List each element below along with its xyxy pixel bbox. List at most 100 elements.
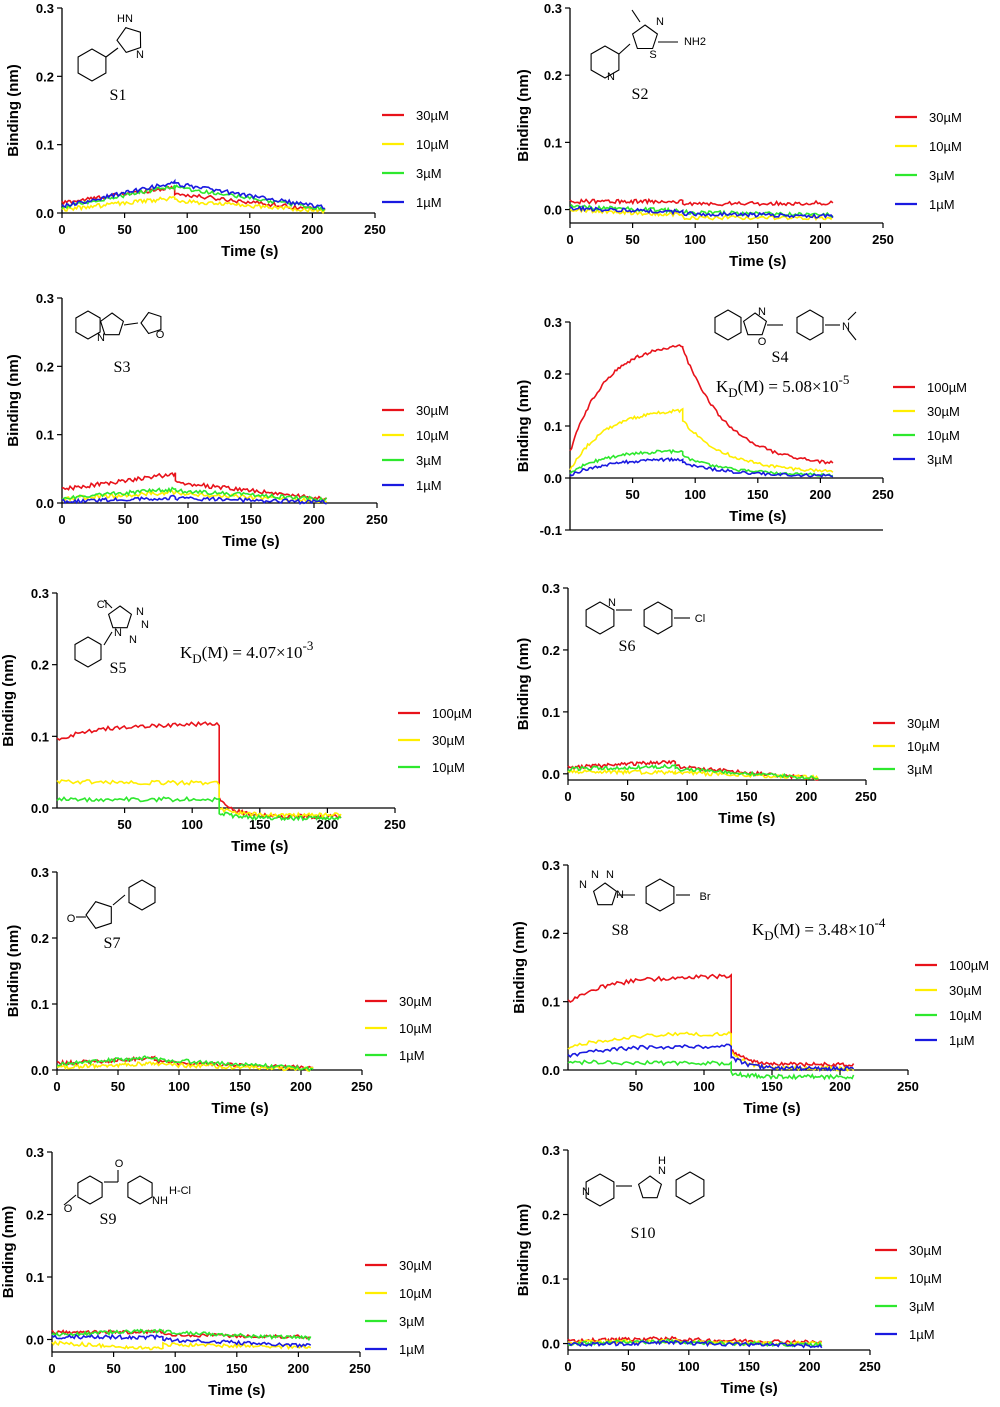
x-tick-label: 150 [747, 487, 769, 502]
y-tick-label: 0.2 [31, 931, 49, 946]
x-tick-label: 150 [761, 1079, 783, 1094]
y-tick-label: 0.1 [26, 1270, 44, 1285]
y-tick-label: 0.1 [31, 997, 49, 1012]
legend-label: 3µM [909, 1299, 935, 1314]
legend-label: 1µM [399, 1342, 425, 1357]
series-line-1µM [61, 178, 325, 210]
x-axis-label: Time (s) [721, 1380, 778, 1397]
x-axis-label: Time (s) [743, 1100, 800, 1117]
x-tick-label: 100 [678, 1359, 700, 1374]
series-line-100µM [567, 973, 855, 1068]
y-tick-label: 0.2 [542, 926, 560, 941]
x-tick-label: 150 [226, 1361, 248, 1376]
x-tick-label: 200 [303, 512, 325, 527]
legend-label: 1µM [399, 1048, 425, 1063]
x-tick-label: 50 [625, 232, 639, 247]
structure-S9: O O NHH-Cl [63, 1158, 191, 1215]
compound-label: S6 [619, 638, 636, 655]
x-tick-label: 250 [349, 1361, 371, 1376]
chart-panel-S4: 50 100 150 200 250 -0.1 0.0 0.1 0.2 0.3 Time (s) Bi… [515, 315, 967, 538]
legend-label: 10µM [432, 760, 465, 775]
y-tick-label: 0.1 [544, 135, 562, 150]
x-tick-label: 200 [810, 232, 832, 247]
chart-panel-S9: 0 50 100 150 200 250 0.0 0.1 0.2 0.3 Time (s) Bindi… [0, 1145, 432, 1399]
atom-label: N [616, 889, 624, 901]
compound-label: S7 [104, 935, 121, 952]
chart-panel-S1: 0 50 100 150 200 250 0.0 0.1 0.2 0.3 Time (s) Bindi… [5, 1, 449, 260]
x-tick-label: 250 [351, 1079, 373, 1094]
series-line-3µM [567, 763, 819, 780]
ring-bond [74, 636, 102, 668]
x-tick-label: 200 [796, 789, 818, 804]
y-tick-label: -0.1 [540, 523, 562, 538]
structure-S8: NN NN Br [579, 869, 711, 912]
series-line-30µM [569, 197, 834, 207]
atom-label: N [658, 1165, 666, 1177]
ring-bond [643, 601, 673, 635]
x-axis-label: Time (s) [231, 838, 288, 855]
series-line-10µM [567, 1059, 855, 1081]
chart-panel-S2: 0 50 100 150 200 250 0.0 0.1 0.2 0.3 Time (s) Bindi… [515, 1, 962, 270]
y-axis-label: Binding (nm) [5, 925, 22, 1017]
bond [847, 329, 857, 341]
y-axis-label: Binding (nm) [511, 921, 528, 1013]
series-line-30µM [569, 407, 834, 473]
atom-label: N [114, 627, 122, 639]
x-axis-label: Time (s) [211, 1100, 268, 1117]
x-tick-label: 150 [747, 232, 769, 247]
series-line-100µM [56, 720, 342, 821]
atom-label: O [115, 1158, 124, 1170]
legend-label: 3µM [399, 1314, 425, 1329]
y-axis-label: Binding (nm) [515, 638, 532, 730]
y-tick-label: 0.3 [542, 1143, 560, 1158]
legend-label: 10µM [907, 739, 940, 754]
x-tick-label: 250 [897, 1079, 919, 1094]
ring-bond [116, 27, 142, 54]
x-tick-label: 200 [290, 1079, 312, 1094]
kd-exponent: -5 [839, 372, 850, 387]
chart-panel-S5: 50 100 150 200 250 0.0 0.1 0.2 0.3 Time (s) Bindin… [0, 586, 472, 855]
atom-label: O [64, 1203, 73, 1215]
legend-label: 30µM [432, 733, 465, 748]
legend-label: 30µM [416, 403, 449, 418]
chart-panel-S10: 0 50 100 150 200 250 0.0 0.1 0.2 0.3 Time (s) Bindi… [515, 1143, 942, 1397]
legend-label: 3µM [907, 762, 933, 777]
x-tick-label: 50 [106, 1361, 120, 1376]
y-tick-label: 0.3 [31, 865, 49, 880]
ring-bond [645, 878, 675, 912]
x-tick-label: 150 [736, 789, 758, 804]
x-tick-label: 250 [872, 487, 894, 502]
series-line-30µM [567, 1031, 855, 1072]
y-axis-label: Binding (nm) [0, 1206, 17, 1298]
ring-bond [585, 1173, 615, 1207]
x-tick-label: 100 [168, 1079, 190, 1094]
x-tick-label: 250 [364, 222, 386, 237]
y-tick-label: 0.0 [31, 801, 49, 816]
x-tick-label: 200 [288, 1361, 310, 1376]
y-tick-label: 0.1 [36, 138, 54, 153]
atom-label: Cl [695, 613, 705, 625]
y-tick-label: 0.0 [542, 767, 560, 782]
series-line-1µM [61, 494, 327, 505]
y-tick-label: 0.1 [36, 428, 54, 443]
y-tick-label: 0.0 [544, 471, 562, 486]
chart-panel-S6: 0 50 100 150 200 250 0.0 0.1 0.2 0.3 Time (s) Bindi… [515, 581, 940, 827]
bond [123, 322, 139, 326]
atom-label: N [97, 332, 105, 344]
y-tick-label: 0.3 [542, 581, 560, 596]
x-tick-label: 150 [240, 512, 262, 527]
series-line-1µM [51, 1333, 312, 1349]
y-tick-label: 0.1 [542, 1272, 560, 1287]
legend-label: 10µM [416, 428, 449, 443]
x-tick-label: 250 [872, 232, 894, 247]
legend-label: 3µM [416, 453, 442, 468]
atom-label: N [606, 869, 614, 881]
x-axis-label: Time (s) [208, 1382, 265, 1399]
series-line-10µM [56, 795, 342, 822]
x-tick-label: 200 [317, 817, 339, 832]
legend-label: 3µM [416, 166, 442, 181]
bond [112, 894, 126, 906]
legend-label: 3µM [927, 452, 953, 467]
ring-bond [742, 312, 768, 336]
x-tick-label: 0 [58, 222, 65, 237]
